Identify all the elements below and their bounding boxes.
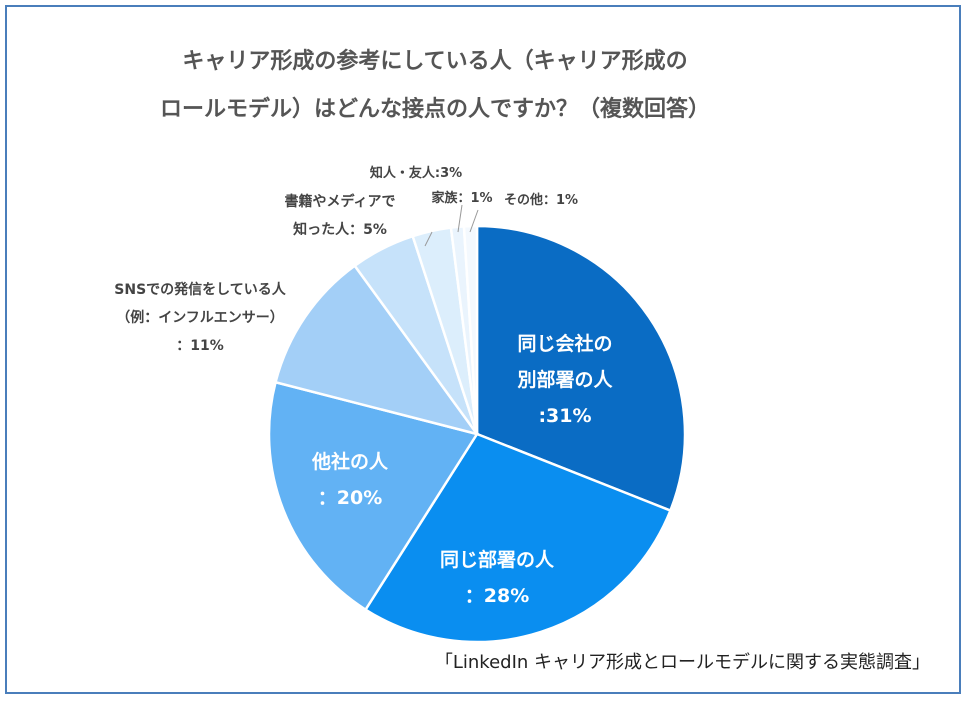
pie-slice xyxy=(267,380,479,612)
category-label: 知人・友人 xyxy=(369,166,435,181)
pie-slice xyxy=(475,224,687,513)
category-label: SNSでの発信をしている人 （例：インフルエンサー） xyxy=(114,282,286,326)
slice-label: 知人・友人:3% xyxy=(370,160,462,188)
leader-line xyxy=(457,204,463,233)
pie-slice xyxy=(363,432,673,644)
category-label: 同じ会社の 別部署の人 xyxy=(517,333,613,391)
value-label: ：1% xyxy=(457,191,493,206)
slice-label: 同じ会社の 別部署の人 :31% xyxy=(517,326,612,434)
pie-slice xyxy=(274,263,481,437)
value-label: ：28% xyxy=(464,585,530,607)
category-label: 家族 xyxy=(431,191,458,206)
slice-label: 書籍やメディアで 知った人：5% xyxy=(284,188,395,244)
slice-label: 家族：1% xyxy=(431,185,492,213)
category-label: 書籍やメディアで 知った人 xyxy=(284,194,396,238)
value-label: :3% xyxy=(434,166,463,181)
category-label: その他 xyxy=(503,193,543,208)
slice-label: SNSでの発信をしている人 （例：インフルエンサー） ：11% xyxy=(114,276,285,360)
value-label: ：5% xyxy=(349,222,387,238)
leader-line xyxy=(469,209,479,233)
pie-slice xyxy=(462,224,479,435)
category-label: 他社の人 xyxy=(311,451,389,473)
slice-label: 同じ部署の人 ：28% xyxy=(440,542,554,614)
slice-label: その他：1% xyxy=(504,187,578,215)
category-label: 同じ部署の人 xyxy=(439,549,555,571)
source-note: 「LinkedIn キャリア形成とロールモデルに関する実態調査」 xyxy=(434,652,930,673)
frame xyxy=(5,5,961,694)
value-label: ：20% xyxy=(317,487,383,509)
value-label: :31% xyxy=(538,405,592,427)
value-label: ：11% xyxy=(176,338,224,354)
chart-title: キャリア形成の参考にしている人（キャリア形成の ロールモデル）はどんな接点の人で… xyxy=(159,49,710,122)
slice-label: 他社の人 ：20% xyxy=(312,444,388,516)
value-label: ：1% xyxy=(542,193,579,208)
leader-line xyxy=(424,231,433,247)
